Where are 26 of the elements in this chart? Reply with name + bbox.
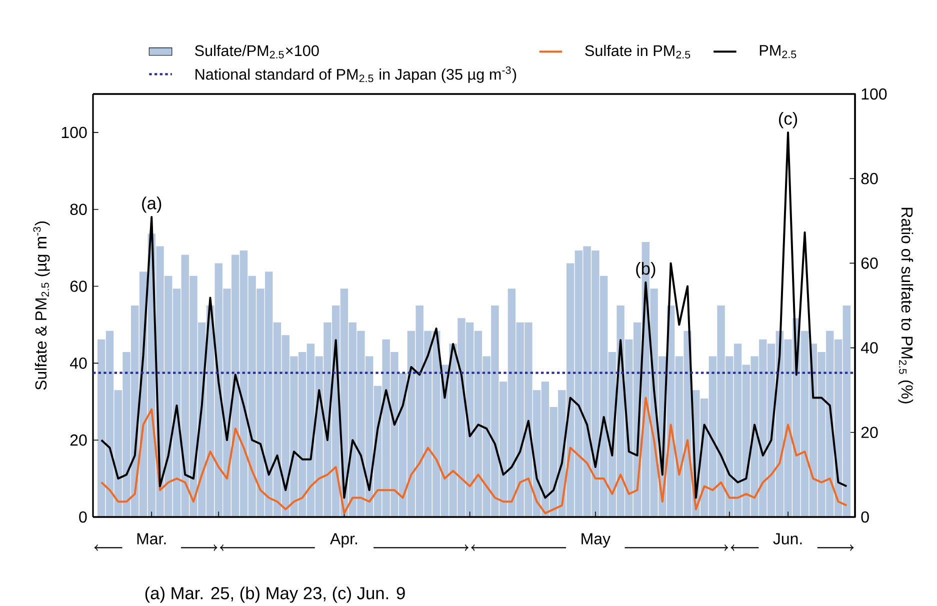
y2-tick-label: 20	[861, 426, 878, 438]
annotation: (b)	[636, 262, 656, 278]
y-tick-label: 80	[70, 204, 87, 216]
y-tick-label: 20	[70, 434, 87, 446]
legend-label: PM$_{2.5}$	[760, 45, 796, 58]
legend-label: National standard of PM$_{2.5}$ in Japan (35 µg m$^{-3}$)	[196, 66, 516, 83]
y2-tick-label: 60	[861, 258, 878, 269]
y2-tick-label: 100	[862, 88, 887, 100]
y-axis-title: Sulfate & PM$_{2.5}$ (µg m$^{-3}$)	[33, 221, 50, 390]
y-tick-label: 0	[79, 511, 87, 523]
y2-axis-title: Ratio of sulfate to PM$_{2.5}$ (%)	[898, 208, 914, 404]
x-tick-label: Apr.	[330, 533, 357, 548]
annotation: (a)	[142, 196, 162, 213]
y-tick-label: 40	[70, 358, 87, 369]
legend-label: Sulfate in PM$_{2.5}$	[585, 44, 690, 58]
x-tick-label: Mar.	[137, 533, 166, 544]
y-tick-label: 60	[70, 280, 87, 292]
y2-tick-label: 0	[861, 511, 869, 523]
legend-label: Sulfate/PM$_{2.5}$×100	[195, 44, 319, 58]
x-tick-label: May	[582, 533, 611, 548]
text: (a) Mar. 25, (b) May 23, (c) Jun. 9	[145, 586, 405, 603]
y2-tick-label: 40	[860, 342, 878, 354]
x-tick-label: Jun.	[773, 533, 802, 544]
annotation: (c)	[778, 112, 798, 128]
y2-tick-label: 80	[861, 172, 878, 184]
y-tick-label: 100	[62, 126, 87, 138]
